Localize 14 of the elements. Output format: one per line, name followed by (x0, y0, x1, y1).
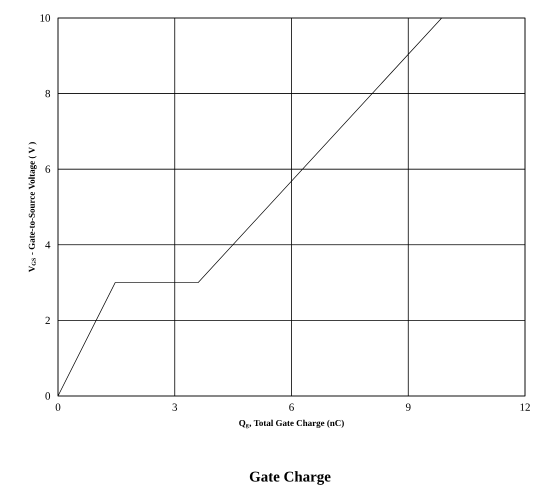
text: Gate Charge (250, 471, 330, 485)
y-axis-title: V$_{GS}$ - Gate-to-Source Voltage ( V ) (28, 142, 37, 272)
x-tick-label: 0 (56, 404, 60, 411)
y-tick-label: 4 (45, 241, 50, 248)
x-tick-label: 12 (520, 404, 530, 411)
x-axis-title: Q$_{g}$, Total Gate Charge (nC) (239, 420, 344, 428)
y-tick-label: 8 (45, 90, 50, 98)
y-tick-label: 6 (45, 166, 50, 173)
y-tick-label: 10 (40, 14, 50, 22)
x-tick-label: 9 (406, 404, 411, 411)
y-tick-label: 2 (45, 316, 50, 324)
x-tick-label: 3 (172, 404, 178, 411)
x-tick-label: 6 (289, 404, 294, 411)
y-tick-label: 0 (45, 392, 50, 400)
